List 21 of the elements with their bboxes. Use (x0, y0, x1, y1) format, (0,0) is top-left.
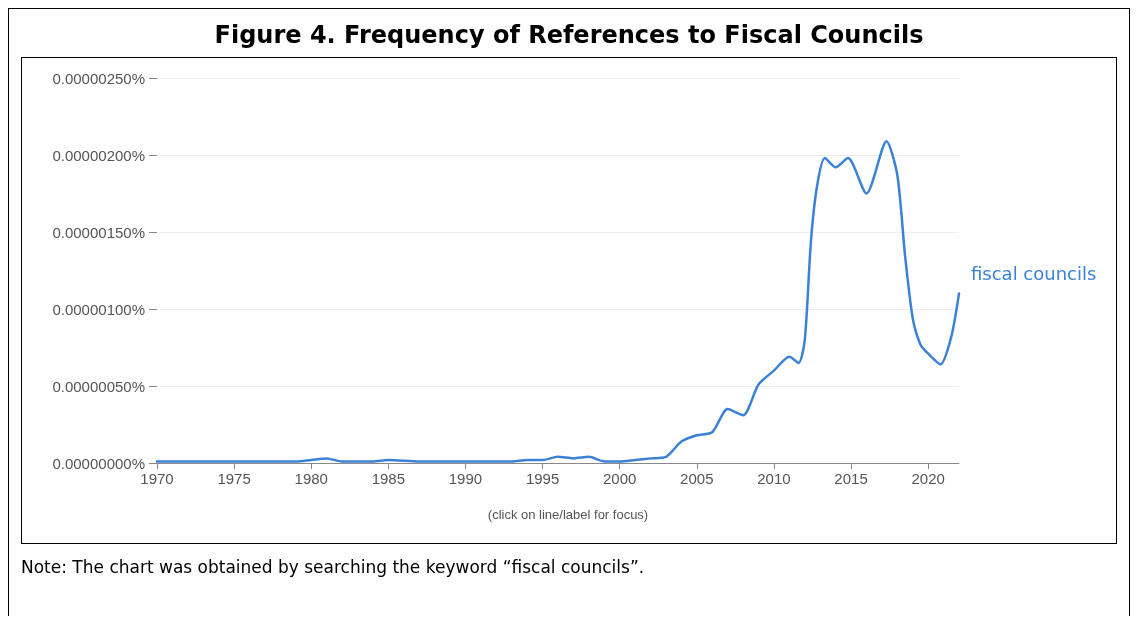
text: Note: The chart was obtained by searching the keyword “fiscal councils”. (21, 556, 646, 579)
y-tick-label: 0.00000200% (52, 146, 145, 164)
y-tick-label: 0.00000150% (52, 223, 145, 241)
x-tick-label: 2020 (911, 470, 945, 487)
y-tick-label: 0.00000050% (52, 377, 145, 395)
chart-title: Figure 4. Frequency of References to Fiscal Councils (213, 20, 925, 51)
series-label: fiscal councils (971, 263, 1097, 285)
x-tick-label: 1980 (294, 470, 328, 487)
x-tick-label: 1995 (525, 470, 560, 487)
x-tick-label: 1990 (448, 470, 483, 487)
y-tick-label: 0.00000100% (52, 300, 145, 318)
y-tick-label: 0.00000000% (52, 454, 145, 472)
y-tick-label: 0.00000250% (52, 69, 145, 87)
x-tick-label: 2000 (603, 470, 637, 487)
x-tick-label: 1985 (371, 470, 406, 487)
x-tick-label: 1975 (217, 470, 251, 487)
x-tick-label: 2010 (757, 470, 791, 487)
x-tick-label: 2005 (680, 470, 714, 487)
text: (click on line/label for focus) (487, 507, 649, 522)
x-tick-label: 2015 (834, 470, 868, 487)
x-tick-label: 1970 (140, 470, 174, 487)
